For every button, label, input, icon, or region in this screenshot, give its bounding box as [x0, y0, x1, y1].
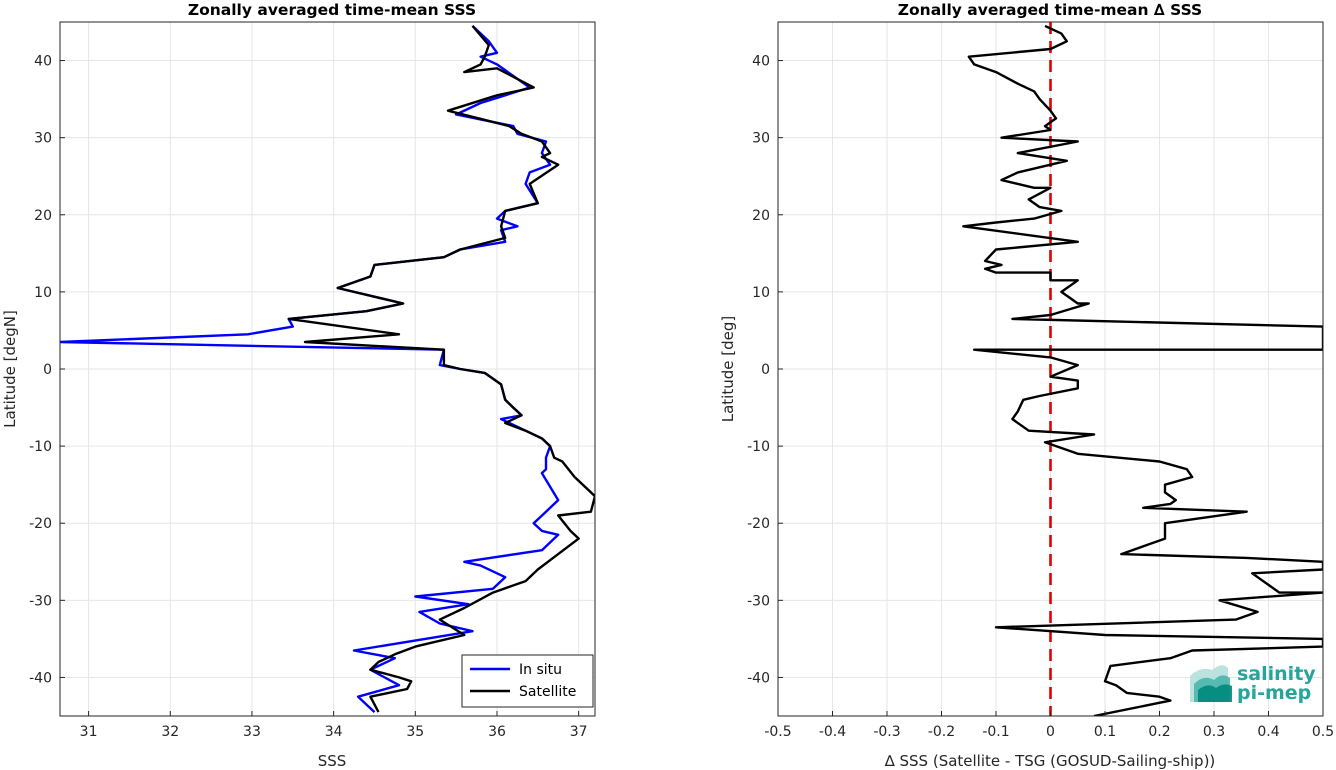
left-y-tick-label: -20	[29, 516, 52, 532]
legend: In situ Satellite	[461, 654, 594, 708]
left-y-tick-label: 0	[43, 362, 52, 378]
right-x-tick-label: 0.5	[1312, 724, 1334, 740]
left-x-tick-label: 32	[161, 724, 179, 740]
right-x-axis-label: ∆ SSS (Satellite - TSG (GOSUD-Sailing-sh…	[884, 752, 1216, 770]
left-x-axis-label: SSS	[318, 752, 347, 770]
salinity-pi-mep-logo: salinity pi-mep	[1190, 663, 1316, 704]
right-y-tick-label: -20	[747, 516, 770, 532]
right-x-tick-label: -0.3	[873, 724, 900, 740]
right-x-tick-label: -0.5	[764, 724, 791, 740]
wave-logo-icon	[1190, 665, 1232, 702]
right-y-tick-label: 30	[752, 131, 770, 147]
right-y-tick-label: -10	[747, 439, 770, 455]
right-x-tick-label: 0.2	[1148, 724, 1170, 740]
left-y-tick-label: 20	[34, 208, 52, 224]
right-y-tick-label: -30	[747, 593, 770, 609]
left-y-tick-label: 40	[34, 54, 52, 70]
right-x-tick-label: -0.2	[928, 724, 955, 740]
legend-box	[461, 654, 594, 708]
right-y-axis-label: Latitude [deg]	[719, 316, 737, 422]
right-chart-title: Zonally averaged time-mean ∆ SSS	[898, 1, 1202, 19]
right-y-tick-label: 40	[752, 54, 770, 70]
right-x-tick-label: 0	[1046, 724, 1055, 740]
right-x-tick-label: 0.3	[1203, 724, 1225, 740]
left-x-tick-label: 33	[243, 724, 261, 740]
left-y-axis-label: Latitude [degN]	[1, 310, 19, 428]
left-gridlines	[60, 22, 595, 716]
left-x-tick-label: 37	[570, 724, 588, 740]
logo-text-salinity: salinity	[1237, 663, 1316, 685]
right-x-tick-label: -0.1	[982, 724, 1009, 740]
left-y-tick-label: -30	[29, 593, 52, 609]
right-y-tick-label: 20	[752, 208, 770, 224]
left-y-tick-label: -40	[29, 670, 52, 686]
legend-label-in-situ: In situ	[519, 662, 562, 678]
logo-text-pi-mep: pi-mep	[1237, 682, 1311, 704]
right-tick-labels: -0.5 -0.4 -0.3 -0.2 -0.1 0 0.1 0.2 0.3 0.4 0.5 40 30…	[747, 54, 1334, 740]
right-x-tick-label: -0.4	[819, 724, 846, 740]
left-series-line-satellite	[287, 25, 595, 713]
left-chart-title: Zonally averaged time-mean SSS	[188, 1, 476, 19]
legend-label-satellite: Satellite	[519, 684, 576, 700]
left-chart-panel: 31 32 33 34 35 36 37 40 30 20 10 0 -10 -20 -30 -40 Zona…	[1, 1, 596, 770]
right-series-lines	[962, 22, 1323, 716]
left-series-lines	[60, 25, 595, 713]
right-x-tick-label: 0.1	[1094, 724, 1116, 740]
right-series-line-series-0	[962, 24, 1323, 716]
left-y-tick-label: -10	[29, 439, 52, 455]
left-y-tick-label: 30	[34, 131, 52, 147]
right-y-tick-label: 0	[761, 362, 770, 378]
left-y-tick-label: 10	[34, 285, 52, 301]
left-x-tick-label: 31	[80, 724, 98, 740]
left-tick-labels: 31 32 33 34 35 36 37 40 30 20 10 0 -10 -20 -30 -40	[29, 54, 587, 740]
right-x-tick-label: 0.4	[1257, 724, 1279, 740]
left-x-tick-label: 36	[488, 724, 506, 740]
right-y-tick-label: -40	[747, 670, 770, 686]
left-x-tick-label: 35	[406, 724, 424, 740]
left-x-tick-label: 34	[325, 724, 343, 740]
right-chart-panel: -0.5 -0.4 -0.3 -0.2 -0.1 0 0.1 0.2 0.3 0.4 0.5 40 30…	[719, 1, 1334, 770]
right-y-tick-label: 10	[752, 285, 770, 301]
